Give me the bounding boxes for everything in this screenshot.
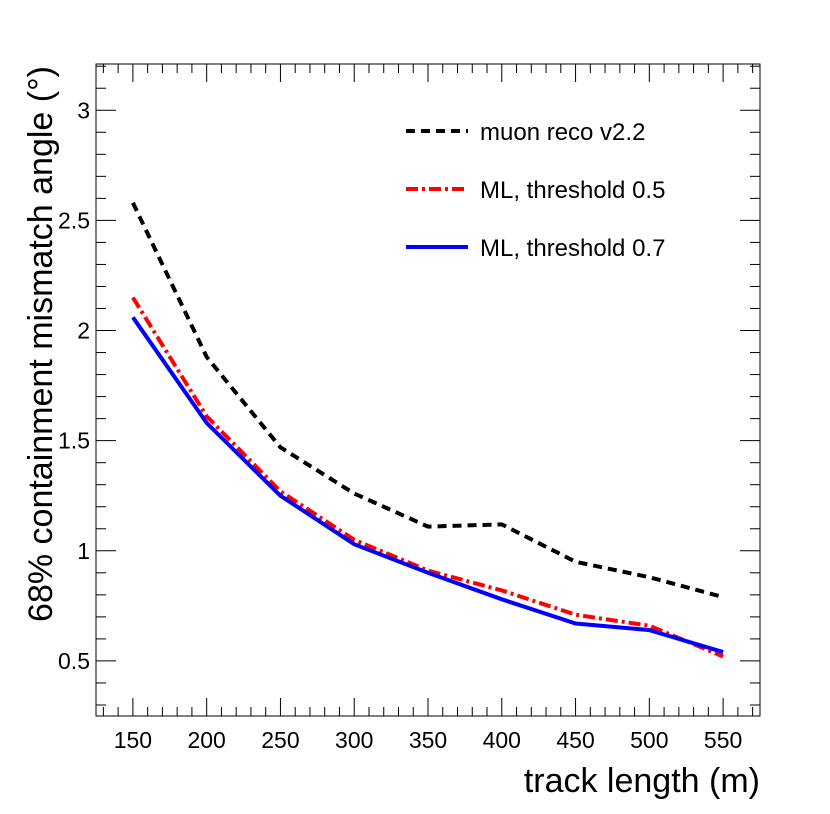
series-lines <box>131 201 724 659</box>
x-axis-tick-labels: 150 200 250 300 350 400 450 500 550 <box>114 727 743 753</box>
x-tick-label: 500 <box>630 727 668 753</box>
x-axis-title: track length (m) <box>524 762 760 800</box>
x-tick-label: 150 <box>114 727 152 753</box>
x-tick-label: 200 <box>187 727 225 753</box>
x-axis-ticks <box>102 64 754 716</box>
x-tick-label: 250 <box>261 727 299 753</box>
legend-label: muon reco v2.2 <box>480 119 645 146</box>
y-tick-label: 1 <box>77 538 90 564</box>
plot-frame <box>95 63 761 717</box>
y-tick-label: 2.5 <box>58 207 90 233</box>
legend: muon reco v2.2 ML, threshold 0.5 ML, thres… <box>406 119 665 262</box>
y-tick-label: 1.5 <box>58 428 90 454</box>
y-axis-title: 68% containment mismatch angle (°) <box>22 66 60 622</box>
legend-label: ML, threshold 0.7 <box>480 235 665 262</box>
x-tick-label: 400 <box>483 727 521 753</box>
series-line-3 <box>131 316 724 655</box>
y-tick-label: 3 <box>77 97 90 123</box>
x-tick-label: 300 <box>335 727 373 753</box>
x-tick-label: 550 <box>704 727 742 753</box>
y-axis-tick-labels: 0.5 1 1.5 2 2.5 3 <box>58 97 90 674</box>
y-tick-label: 0.5 <box>58 648 90 674</box>
series-line-1 <box>131 201 724 600</box>
series-line-2 <box>131 296 724 659</box>
x-tick-label: 350 <box>409 727 447 753</box>
y-tick-label: 2 <box>77 318 90 344</box>
y-axis-ticks <box>96 65 760 706</box>
x-tick-label: 450 <box>556 727 594 753</box>
legend-label: ML, threshold 0.5 <box>480 177 665 204</box>
